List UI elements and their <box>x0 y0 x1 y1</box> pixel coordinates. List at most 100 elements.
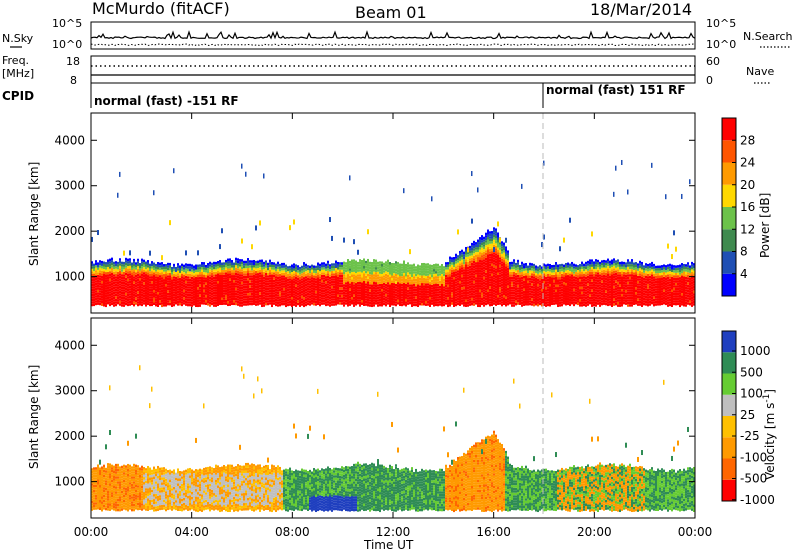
data-cell <box>381 263 383 267</box>
data-cell <box>321 297 323 300</box>
data-cell <box>309 288 311 291</box>
data-cell <box>311 267 313 270</box>
data-cell <box>199 296 201 300</box>
data-cell <box>297 275 299 278</box>
data-cell <box>427 268 429 271</box>
data-cell <box>383 262 385 266</box>
data-cell <box>197 279 199 283</box>
data-cell <box>481 257 483 261</box>
data-cell <box>601 282 603 286</box>
data-cell <box>367 261 369 264</box>
data-cell <box>181 286 183 289</box>
data-cell <box>353 239 355 245</box>
data-cell <box>205 292 207 295</box>
data-cell <box>403 265 405 269</box>
data-cell <box>275 288 277 292</box>
data-cell <box>353 296 355 300</box>
data-cell <box>479 277 481 280</box>
data-cell <box>555 277 557 280</box>
data-cell <box>131 285 133 288</box>
data-cell <box>117 291 119 295</box>
data-cell <box>99 277 101 281</box>
data-cell <box>469 275 471 279</box>
data-cell <box>495 240 497 244</box>
data-cell <box>487 252 489 255</box>
data-cell <box>291 284 293 288</box>
data-cell <box>155 298 157 302</box>
data-cell <box>261 304 263 308</box>
data-cell <box>409 294 411 297</box>
data-cell <box>465 291 467 295</box>
data-cell <box>537 296 539 299</box>
data-cell <box>163 289 165 292</box>
data-cell <box>403 280 405 284</box>
data-cell <box>459 293 461 296</box>
data-cell <box>401 298 403 302</box>
data-cell <box>389 264 391 268</box>
data-cell <box>107 299 109 302</box>
data-cell <box>605 280 607 283</box>
data-cell <box>449 286 451 290</box>
data-cell <box>453 296 455 300</box>
data-cell <box>167 285 169 288</box>
data-cell <box>331 235 333 241</box>
data-cell <box>413 286 415 289</box>
data-cell <box>127 263 129 267</box>
data-cell <box>239 271 241 275</box>
data-cell <box>377 304 379 307</box>
data-cell <box>259 284 261 288</box>
data-cell <box>185 280 187 284</box>
data-cell <box>485 255 487 258</box>
data-cell <box>363 280 365 284</box>
data-cell <box>463 299 465 302</box>
data-cell <box>477 239 479 243</box>
data-cell <box>251 260 253 263</box>
data-cell <box>353 274 355 277</box>
data-cell <box>421 275 423 279</box>
data-cell <box>367 293 369 297</box>
data-cell <box>309 283 311 286</box>
data-cell <box>251 302 253 306</box>
data-cell <box>549 268 551 272</box>
data-cell <box>345 269 347 273</box>
data-cell <box>441 273 443 277</box>
data-cell <box>499 259 501 263</box>
data-cell <box>537 281 539 284</box>
data-cell <box>279 271 281 274</box>
data-cell <box>553 269 555 273</box>
data-cell <box>557 299 559 303</box>
data-cell <box>301 273 303 276</box>
data-cell <box>337 276 339 280</box>
data-cell <box>503 242 505 246</box>
data-cell <box>187 298 189 302</box>
data-cell <box>299 301 301 305</box>
data-cell <box>399 268 401 272</box>
data-cell <box>95 287 97 291</box>
data-cell <box>369 266 371 270</box>
data-cell <box>259 292 261 295</box>
data-cell <box>515 300 517 303</box>
data-cell <box>565 292 567 296</box>
data-cell <box>387 299 389 303</box>
data-cell <box>363 293 365 296</box>
data-cell <box>351 267 353 270</box>
data-cell <box>259 279 261 283</box>
data-cell <box>185 250 187 256</box>
data-cell <box>399 286 401 289</box>
data-cell <box>571 301 573 305</box>
data-cell <box>161 262 163 265</box>
data-cell <box>309 300 311 304</box>
data-cell <box>367 273 369 277</box>
data-cell <box>487 297 489 300</box>
data-cell <box>325 301 327 304</box>
data-cell <box>141 298 143 302</box>
data-cell <box>229 288 231 291</box>
data-cell <box>199 266 201 270</box>
data-cell <box>249 282 251 286</box>
data-cell <box>467 264 469 267</box>
data-cell <box>589 281 591 285</box>
data-cell <box>361 260 363 263</box>
data-cell <box>619 286 621 290</box>
data-cell <box>365 298 367 301</box>
data-cell <box>557 269 559 273</box>
